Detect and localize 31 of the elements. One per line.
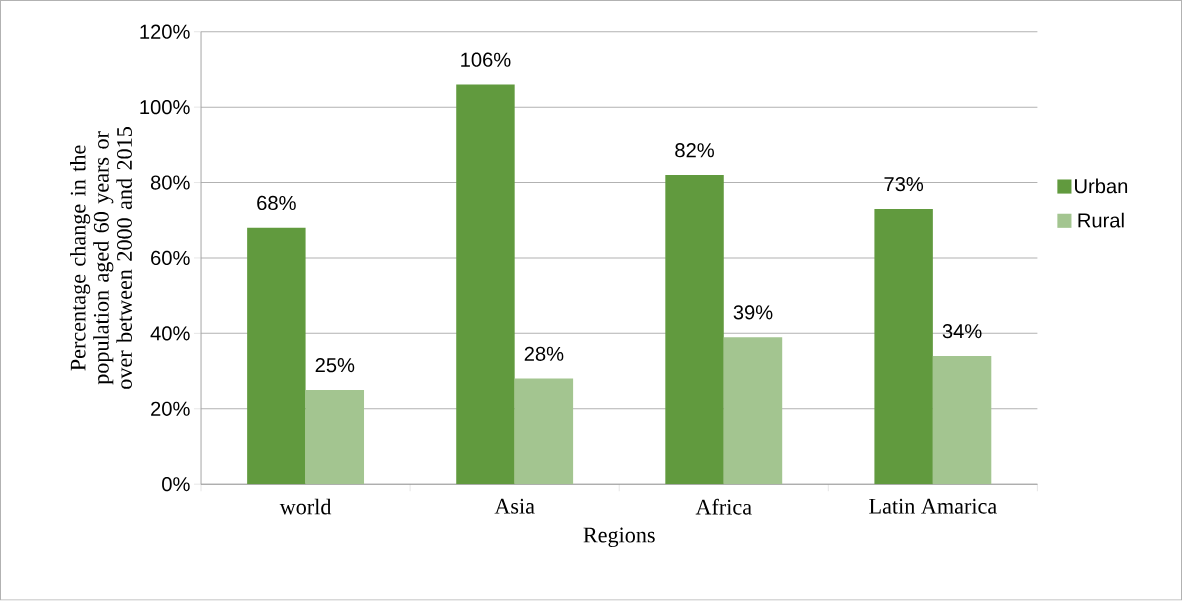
bar <box>305 390 365 485</box>
data-label: 39% <box>733 305 773 320</box>
x-tick-label: Asia <box>494 499 535 514</box>
y-tick-label: 0% <box>162 477 190 492</box>
bar <box>665 175 724 485</box>
bar <box>456 84 515 485</box>
x-tick-label: Latin Amarica <box>869 499 997 514</box>
data-label: 25% <box>315 358 355 373</box>
bar <box>874 209 933 485</box>
legend-label: Rural <box>1078 212 1124 228</box>
bar <box>932 356 992 485</box>
y-tick-label: 60% <box>151 251 190 266</box>
y-axis-title: Percentage change in the population aged 60 years or over between 2000 and 2015 <box>70 127 132 390</box>
data-label: 28% <box>524 346 564 362</box>
y-tick-label: 120% <box>140 24 190 40</box>
legend-label: Urban <box>1075 178 1128 194</box>
bar <box>514 378 574 485</box>
data-label: 68% <box>257 196 296 211</box>
y-tick-label: 20% <box>151 401 190 417</box>
bar <box>247 228 306 485</box>
data-label: 73% <box>884 177 924 192</box>
y-tick-label: 40% <box>150 326 190 341</box>
y-tick-label: 100% <box>140 100 190 115</box>
y-tick-label: 80% <box>150 175 190 190</box>
x-tick-label: world <box>279 499 332 515</box>
data-label: 106% <box>461 52 511 68</box>
x-axis-title: Regions <box>583 527 655 548</box>
x-tick-label: Africa <box>695 499 752 515</box>
data-label: 34% <box>942 324 982 339</box>
bar <box>723 337 783 485</box>
data-label: 82% <box>675 143 714 158</box>
